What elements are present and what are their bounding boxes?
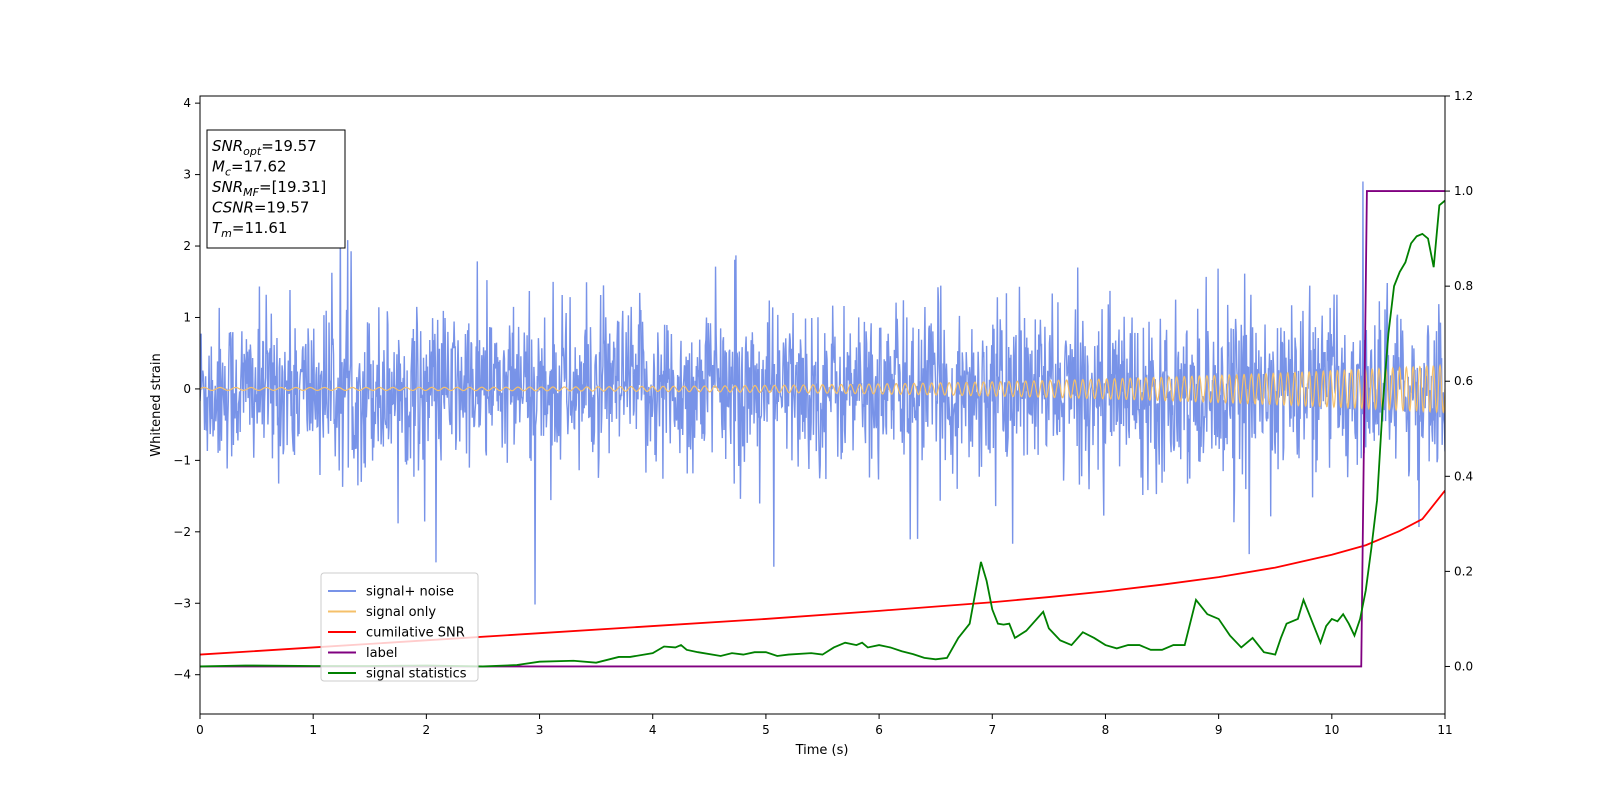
series-layer [200, 181, 1445, 668]
y-tick-label: 1 [183, 310, 191, 324]
x-tick-label: 8 [1102, 723, 1110, 737]
series-label [200, 190, 1445, 668]
x-tick-label: 4 [649, 723, 657, 737]
annotation-line: CSNR=19.57 [212, 199, 309, 217]
y-tick-label: 3 [183, 168, 191, 182]
legend: signal+ noise signal only cumilative SNR la… [320, 572, 479, 682]
y-axis-left: −4 −3 −2 −1 0 1 2 3 4 [173, 96, 200, 682]
y2-tick-label: 1.0 [1454, 184, 1473, 198]
y2-tick-label: 0.4 [1454, 469, 1473, 483]
x-tick-label: 6 [875, 723, 883, 737]
y-tick-label: −1 [173, 453, 191, 467]
x-axis-label: Time (s) [795, 743, 849, 758]
legend-entry-label: signal statistics [366, 667, 467, 682]
x-tick-label: 1 [309, 723, 317, 737]
x-tick-label: 9 [1215, 723, 1223, 737]
annotation-line: Tm=11.61 [212, 219, 287, 240]
annotation-box: SNRopt=19.57Mc=17.62SNRMF=[19.31]CSNR=19… [206, 129, 346, 249]
legend-entry-label: cumilative SNR [366, 626, 465, 641]
y2-tick-label: 0.8 [1454, 279, 1473, 293]
legend-entry-label: signal only [366, 605, 436, 620]
series-signal-only [200, 363, 1445, 414]
x-tick-label: 7 [988, 723, 996, 737]
x-tick-label: 5 [762, 723, 770, 737]
x-tick-label: 10 [1324, 723, 1339, 737]
x-tick-label: 3 [536, 723, 544, 737]
x-tick-label: 0 [196, 723, 204, 737]
annotation-line: SNRMF=[19.31] [212, 178, 326, 199]
series-signal-statistics [200, 199, 1445, 668]
y2-tick-label: 0.2 [1454, 564, 1473, 578]
y-tick-label: 4 [183, 96, 191, 110]
x-axis: 0 1 2 3 4 5 6 7 8 9 10 11 [196, 714, 1453, 737]
y2-tick-label: 0.6 [1454, 374, 1473, 388]
x-tick-label: 2 [423, 723, 431, 737]
y-axis-label: Whitened strain [149, 353, 164, 456]
annotation-line: SNRopt=19.57 [212, 137, 317, 158]
legend-entry-label: label [366, 646, 397, 661]
y-tick-label: −2 [173, 525, 191, 539]
y-tick-label: −3 [173, 596, 191, 610]
x-tick-label: 11 [1437, 723, 1452, 737]
y-axis-right: 0.0 0.2 0.4 0.6 0.8 1.0 1.2 [1445, 89, 1473, 673]
y2-tick-label: 1.2 [1454, 89, 1473, 103]
annotation-line: Mc=17.62 [212, 158, 287, 179]
y2-tick-label: 0.0 [1454, 659, 1473, 673]
y-tick-label: 2 [183, 239, 191, 253]
plot-frame [199, 95, 1446, 715]
y-tick-label: 0 [183, 382, 191, 396]
legend-entry-label: signal+ noise [366, 585, 454, 600]
y-tick-label: −4 [173, 668, 191, 682]
